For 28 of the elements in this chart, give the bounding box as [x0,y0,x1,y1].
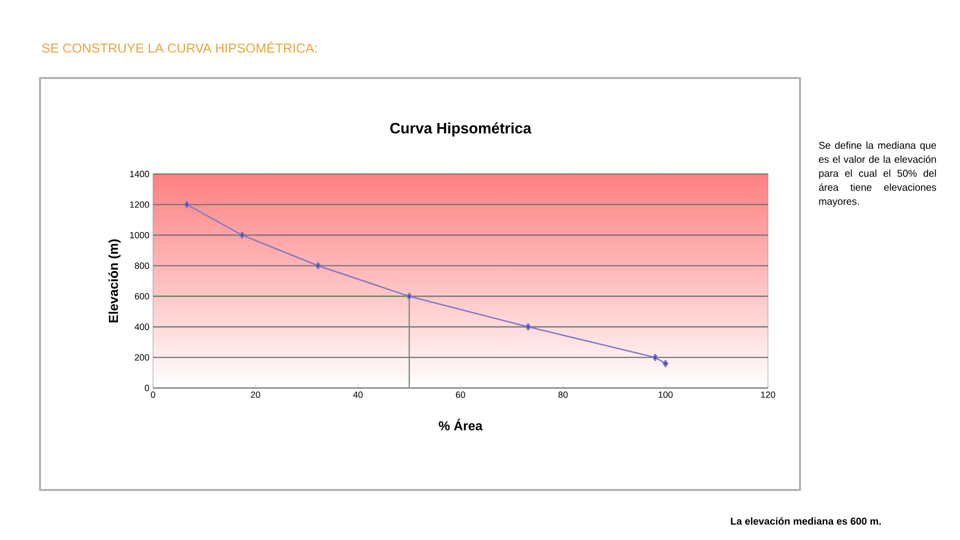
x-tick-label: 120 [761,392,776,398]
x-axis-title: % Área [438,418,483,430]
chart-title: Curva Hipsométrica [390,122,532,136]
y-tick-label: 200 [134,354,150,361]
x-tick-label: 0 [150,392,156,398]
y-tick-label: 800 [134,262,150,269]
y-tick-label: 1200 [130,201,150,208]
point [184,200,190,208]
point [652,354,658,362]
point [525,323,532,331]
point [315,262,321,270]
point [662,360,668,368]
point [239,231,246,239]
x-tick-label: 40 [353,392,363,398]
text: Se define la mediana que es el valor de la elevación para el cual el 50% del área tiene elevaciones mayores. [818,142,936,207]
text: La elevación mediana es 600 m. [730,517,881,525]
text: SE CONSTRUYE LA CURVA HIPSOMÉTRICA: [42,41,317,53]
y-tick-label: 0 [144,384,150,392]
y-tick-label: 1400 [130,170,150,178]
x-tick-label: 100 [658,392,673,398]
y-axis-title: Elevación (m) [108,239,121,322]
point [406,292,412,300]
x-tick-label: 60 [456,392,466,398]
y-tick-label: 1000 [130,232,150,238]
y-tick-label: 400 [134,324,150,330]
x-tick-label: 20 [250,392,260,398]
x-tick-label: 80 [558,392,568,398]
y-tick-label: 600 [134,293,150,300]
